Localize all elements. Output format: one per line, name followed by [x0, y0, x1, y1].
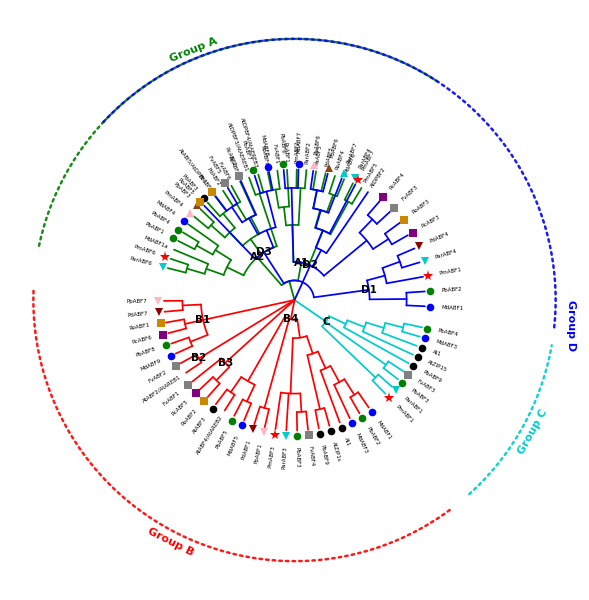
Text: MdABF8: MdABF8 — [259, 134, 269, 157]
Text: C: C — [322, 317, 330, 326]
Text: RoABF1: RoABF1 — [129, 323, 150, 331]
Text: MdABF3: MdABF3 — [435, 339, 458, 350]
Text: RoABF4: RoABF4 — [335, 149, 346, 170]
Text: PbABF4: PbABF4 — [438, 328, 459, 338]
Text: Group B: Group B — [146, 527, 196, 558]
Text: AtDPBF3/AtAEREB1: AtDPBF3/AtAEREB1 — [226, 121, 249, 172]
Text: ParABF3: ParABF3 — [282, 446, 288, 469]
Text: AtABI5/AtDPBF1: AtABI5/AtDPBF1 — [177, 147, 207, 185]
Text: RoABF3: RoABF3 — [412, 199, 431, 215]
Text: A2: A2 — [250, 253, 265, 262]
Text: PmABF1: PmABF1 — [439, 268, 462, 277]
Text: AtABF4/AtAREB2: AtABF4/AtAREB2 — [195, 415, 223, 455]
Text: PmABF1: PmABF1 — [395, 404, 415, 424]
Text: PpABF1: PpABF1 — [254, 442, 263, 464]
Text: RoABF2: RoABF2 — [181, 408, 198, 427]
Text: A1: A1 — [294, 257, 309, 268]
Text: ParABF6: ParABF6 — [130, 256, 153, 266]
Text: PaABF5: PaABF5 — [315, 144, 323, 165]
Text: PdABF5: PdABF5 — [325, 146, 335, 167]
Text: PbABF1: PbABF1 — [144, 222, 165, 236]
Text: PmABF5: PmABF5 — [363, 161, 379, 184]
Text: PmABF6: PmABF6 — [133, 244, 156, 256]
Text: PpABF3: PpABF3 — [172, 182, 191, 200]
Text: D1: D1 — [361, 285, 377, 295]
Text: PmABF7: PmABF7 — [360, 149, 376, 171]
Text: PdABF6: PdABF6 — [329, 137, 340, 158]
Text: FvABF3: FvABF3 — [401, 185, 419, 202]
Text: B4: B4 — [283, 314, 299, 324]
Text: D2: D2 — [302, 260, 318, 271]
Text: FvABF4: FvABF4 — [307, 446, 315, 467]
Text: PpABF6: PpABF6 — [313, 134, 321, 155]
Text: FvABF6: FvABF6 — [216, 161, 230, 181]
Text: RoABF5: RoABF5 — [177, 177, 195, 196]
Text: ParABF4: ParABF4 — [358, 147, 373, 170]
Text: MdABF7: MdABF7 — [296, 131, 302, 153]
Text: RcABF5: RcABF5 — [171, 399, 190, 417]
Text: PdABF4: PdABF4 — [428, 232, 449, 244]
Text: RcABF4: RcABF4 — [389, 172, 406, 190]
Text: FvABF2: FvABF2 — [147, 369, 167, 383]
Text: PbABF3: PbABF3 — [295, 447, 300, 467]
Text: MdABF9: MdABF9 — [140, 358, 161, 372]
Text: Group C: Group C — [516, 407, 549, 456]
Text: PbABF2: PbABF2 — [441, 287, 462, 293]
Text: PbABF8: PbABF8 — [135, 347, 157, 358]
Text: MdABF1: MdABF1 — [376, 419, 392, 440]
Text: D3: D3 — [256, 247, 272, 257]
Text: AtZIP1s: AtZIP1s — [332, 441, 342, 462]
Text: PbABF9: PbABF9 — [422, 369, 442, 383]
Text: RoABF6: RoABF6 — [226, 155, 240, 176]
Text: AtDPBF2: AtDPBF2 — [370, 166, 387, 188]
Text: PbABF7: PbABF7 — [241, 140, 252, 161]
Text: ParABF4: ParABF4 — [435, 249, 458, 260]
Text: FvABF1: FvABF1 — [162, 390, 181, 406]
Text: B2: B2 — [191, 353, 207, 364]
Text: PmABF4: PmABF4 — [163, 190, 183, 208]
Text: AtABF2/AtAREB1: AtABF2/AtAREB1 — [141, 374, 182, 404]
Text: ParABF2: ParABF2 — [305, 140, 312, 164]
Text: RcABF6: RcABF6 — [132, 335, 153, 345]
Text: At1: At1 — [343, 437, 351, 448]
Text: PmABF3: PmABF3 — [267, 445, 276, 468]
Text: B1: B1 — [196, 315, 211, 325]
Text: Group A: Group A — [168, 35, 219, 64]
Text: PbABF3: PbABF3 — [409, 388, 429, 404]
Text: MdABF5: MdABF5 — [227, 434, 240, 457]
Text: PdABF1: PdABF1 — [240, 439, 252, 460]
Text: ParABF1: ParABF1 — [402, 396, 423, 415]
Text: PdABF2: PdABF2 — [206, 167, 221, 187]
Text: FvABF1: FvABF1 — [272, 143, 279, 164]
Text: FvABF5: FvABF5 — [207, 155, 221, 175]
Text: PbABF2: PbABF2 — [197, 173, 213, 193]
Text: RcABF1: RcABF1 — [283, 142, 289, 163]
Text: AtABF3: AtABF3 — [192, 416, 208, 434]
Text: PdABF3: PdABF3 — [181, 173, 198, 192]
Text: AtZIP15: AtZIP15 — [427, 359, 448, 373]
Text: FvABF3: FvABF3 — [416, 379, 436, 394]
Text: RcABF3: RcABF3 — [421, 215, 441, 229]
Text: ParABF7: ParABF7 — [345, 141, 358, 164]
Text: AtDPBF4/AtAEREB3: AtDPBF4/AtAEREB3 — [240, 117, 259, 169]
Text: RoABF6: RoABF6 — [260, 145, 269, 166]
Text: B3: B3 — [217, 358, 233, 368]
Text: PbABF5: PbABF5 — [215, 429, 229, 450]
Text: PdABF7: PdABF7 — [127, 311, 148, 317]
Text: MdABF6: MdABF6 — [345, 152, 358, 174]
Text: PbABF4: PbABF4 — [150, 211, 170, 226]
Text: RcABF2: RcABF2 — [223, 146, 236, 167]
Text: PbABF2: PbABF2 — [365, 426, 380, 446]
Text: PbABF6: PbABF6 — [278, 133, 285, 154]
Text: PpABF7: PpABF7 — [127, 298, 148, 304]
Text: MdABF1a: MdABF1a — [143, 235, 169, 250]
Text: MdABF1: MdABF1 — [441, 305, 464, 311]
Text: MdABF4: MdABF4 — [155, 200, 176, 217]
Text: At1: At1 — [431, 349, 442, 357]
Text: Group D: Group D — [566, 300, 576, 351]
Text: PmABF2: PmABF2 — [294, 140, 300, 163]
Text: PbABF9: PbABF9 — [319, 444, 328, 465]
Text: MdABF3: MdABF3 — [355, 432, 368, 454]
